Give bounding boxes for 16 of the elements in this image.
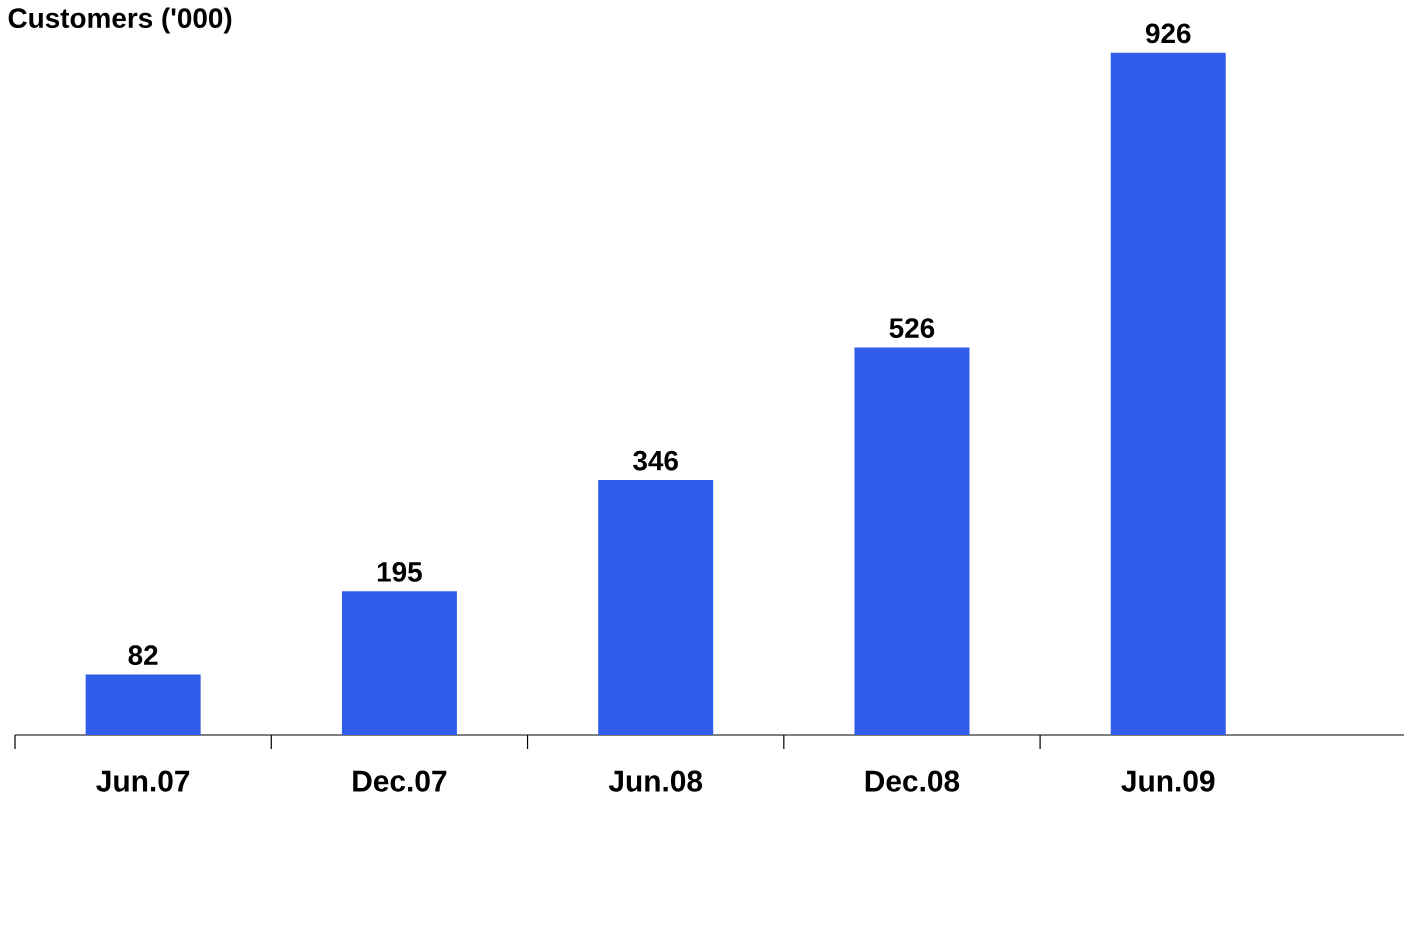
x-tick-label: Dec.07 [353,770,447,792]
x-tick-label: Dec.08 [865,770,960,792]
data-label: 926 [1145,23,1191,44]
data-label: 526 [889,318,935,338]
data-label: 82 [128,645,158,666]
data-label: 195 [377,562,422,582]
data-label: 346 [633,450,678,471]
bar [85,674,201,735]
bar [854,347,970,735]
bar [341,591,457,735]
x-tick-label: Jun.08 [608,770,703,792]
bar [1110,52,1226,735]
x-tick-label: Jun.09 [1121,770,1215,792]
bar [598,480,714,735]
x-tick-label: Jun.07 [96,770,190,792]
chart-title: Customers ('000) [8,7,232,34]
